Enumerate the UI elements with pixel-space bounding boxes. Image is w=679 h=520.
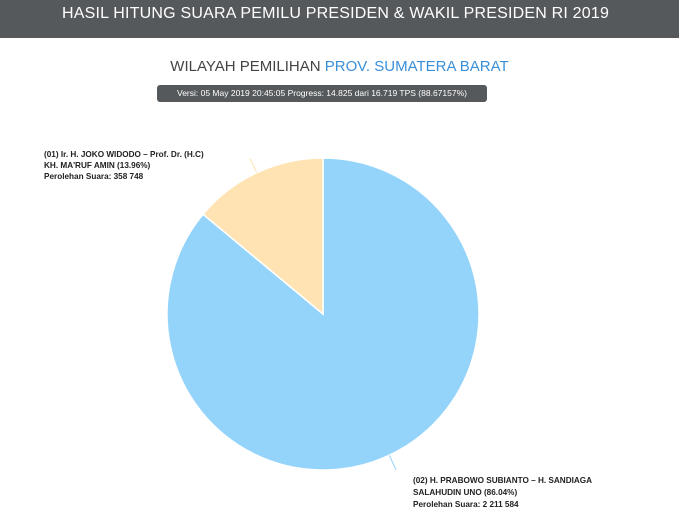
pie-slice-01[interactable]: [201, 157, 324, 316]
slice-label-01-line-3: Perolehan Suara: 358 748: [44, 172, 144, 181]
slice-label-01: (01) Ir. H. JOKO WIDODO – Prof. Dr. (H.C…: [44, 150, 206, 181]
version-badge: Versi: 05 May 2019 20:45:05 Progress: 14…: [157, 85, 487, 102]
connector-01: [249, 158, 258, 173]
page-title: HASIL HITUNG SUARA PEMILU PRESIDEN & WAK…: [62, 5, 610, 22]
slice-label-02: (02) H. PRABOWO SUBIANTO – H. SANDIAGA S…: [413, 476, 594, 509]
region-name: PROV. SUMATERA BARAT: [324, 58, 509, 75]
header-bar: HASIL HITUNG SUARA PEMILU PRESIDEN & WAK…: [0, 0, 679, 38]
pie-slices: [166, 157, 480, 471]
pie-connectors: [249, 158, 397, 470]
slice-label-02-line-2: SALAHUDIN UNO (86.04%): [413, 488, 517, 497]
slice-label-02-line-1: (02) H. PRABOWO SUBIANTO – H. SANDIAGA: [413, 476, 592, 485]
slice-label-02-line-3: Perolehan Suara: 2 211 584: [413, 500, 519, 509]
region-heading: WILAYAH PEMILIHAN PROV. SUMATERA BARAT: [0, 58, 679, 75]
slice-label-01-line-2: KH. MA'RUF AMIN (13.96%): [44, 161, 151, 170]
connector-02: [388, 455, 397, 470]
slice-label-01-line-1: (01) Ir. H. JOKO WIDODO – Prof. Dr. (H.C…: [44, 150, 204, 159]
region-prefix: WILAYAH PEMILIHAN: [170, 58, 321, 75]
